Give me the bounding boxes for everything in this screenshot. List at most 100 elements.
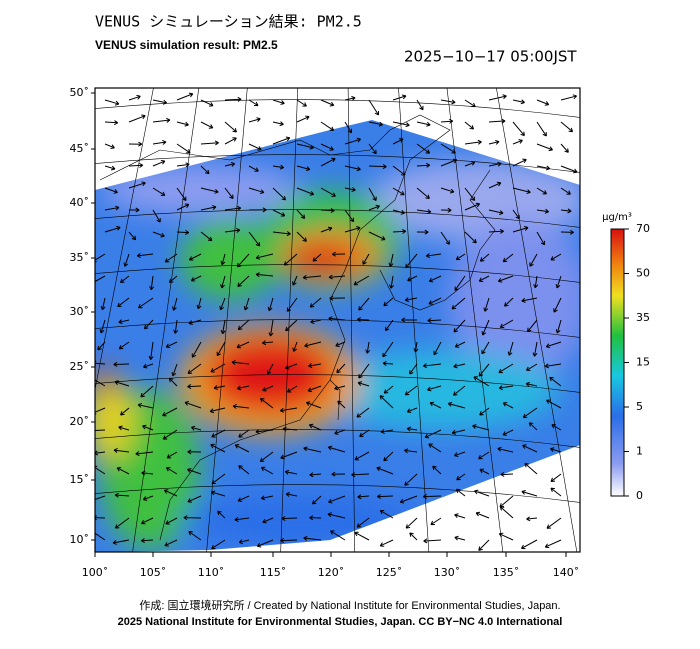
wind-arrow <box>285 492 298 497</box>
wind-arrow <box>404 297 418 303</box>
wind-arrow <box>456 473 466 481</box>
wind-arrow <box>344 96 356 101</box>
wind-arrow <box>200 140 219 146</box>
wind-arrow <box>260 495 274 501</box>
wind-arrow <box>455 253 466 261</box>
wind-arrow <box>454 341 466 348</box>
wind-arrow <box>359 429 370 438</box>
wind-arrow <box>114 517 130 529</box>
wind-arrow <box>272 209 286 217</box>
wind-arrow <box>453 319 466 333</box>
wind-arrow <box>302 274 322 280</box>
wind-arrow <box>176 203 190 211</box>
wind-arrow <box>512 121 525 137</box>
wind-arrow <box>152 187 166 196</box>
wind-arrow <box>502 253 514 263</box>
wind-arrow <box>176 229 190 235</box>
wind-arrow <box>168 275 178 284</box>
wind-arrow <box>474 489 490 497</box>
wind-arrow <box>209 407 226 414</box>
wind-arrow <box>376 494 394 499</box>
wind-arrow <box>376 466 394 475</box>
wind-arrow <box>95 429 106 431</box>
lon-label: 140˚ <box>553 566 580 579</box>
wind-arrow <box>428 297 442 305</box>
wind-arrow <box>307 385 322 393</box>
wind-arrow <box>416 187 430 199</box>
wind-arrow <box>113 448 130 453</box>
wind-arrow <box>528 422 538 431</box>
wind-arrow <box>142 424 154 431</box>
wind-arrow <box>526 516 538 522</box>
wind-arrow <box>483 297 490 312</box>
wind-arrow <box>104 165 116 171</box>
wind-arrow <box>163 489 178 497</box>
wind-arrow <box>220 319 226 335</box>
wind-arrow <box>292 341 298 352</box>
wind-arrow <box>401 317 418 323</box>
wind-arrow <box>95 450 106 456</box>
wind-arrow <box>464 231 477 244</box>
wind-arrow <box>416 229 429 235</box>
wind-arrow <box>379 509 394 519</box>
wind-arrow <box>188 319 202 326</box>
wind-arrow <box>404 385 418 396</box>
colorbar-tick-label: 70 <box>636 222 650 235</box>
wind-arrow <box>114 380 130 387</box>
wind-arrow <box>536 187 547 195</box>
wind-arrow <box>368 231 386 241</box>
wind-arrow <box>358 363 370 379</box>
wind-arrow <box>362 253 370 265</box>
lat-label: 50˚ <box>70 86 90 99</box>
wind-arrow <box>309 515 322 521</box>
wind-arrow <box>255 253 274 260</box>
wind-arrow <box>112 539 130 545</box>
wind-arrow <box>128 231 137 241</box>
wind-arrow <box>502 429 514 436</box>
wind-arrow <box>255 272 274 278</box>
wind-arrow <box>165 517 178 525</box>
wind-arrow <box>544 539 562 549</box>
wind-arrow <box>248 165 259 172</box>
wind-arrow <box>166 451 178 459</box>
wind-arrow <box>512 226 529 233</box>
wind-arrow <box>351 472 370 478</box>
wind-arrow <box>498 363 514 374</box>
wind-arrow <box>296 143 314 150</box>
wind-arrow <box>454 513 466 519</box>
colorbar-tick-label: 1 <box>636 445 643 458</box>
wind-arrow <box>512 158 527 167</box>
wind-arrow <box>368 143 377 155</box>
wind-arrow <box>334 429 346 435</box>
wind-arrow <box>383 297 394 307</box>
wind-arrow <box>392 228 407 234</box>
wind-arrow <box>433 341 442 356</box>
wind-arrow <box>191 341 202 358</box>
wind-arrow <box>464 202 481 211</box>
wind-arrow <box>187 449 202 455</box>
wind-arrow <box>262 517 274 524</box>
wind-arrow <box>368 121 384 127</box>
wind-arrow <box>432 465 442 475</box>
wind-arrow <box>488 228 504 234</box>
wind-arrow <box>224 187 234 200</box>
wind-arrow <box>392 165 406 176</box>
wind-arrow <box>165 467 178 475</box>
wind-arrow <box>128 207 140 213</box>
wind-arrow <box>488 139 500 145</box>
wind-arrow <box>248 207 267 213</box>
wind-arrow <box>285 363 298 370</box>
wind-arrow <box>187 384 202 389</box>
wind-arrow <box>165 341 178 349</box>
wind-arrow <box>168 377 178 387</box>
wind-arrow <box>279 407 298 413</box>
wind-arrow <box>479 407 490 416</box>
wind-arrow <box>478 451 490 460</box>
wind-arrow <box>148 341 154 360</box>
wind-arrow <box>234 444 250 453</box>
wind-arrow <box>296 209 306 219</box>
wind-arrow <box>560 121 574 133</box>
wind-arrow <box>248 231 261 247</box>
wind-arrow <box>238 539 250 545</box>
wind-arrow <box>196 297 202 310</box>
